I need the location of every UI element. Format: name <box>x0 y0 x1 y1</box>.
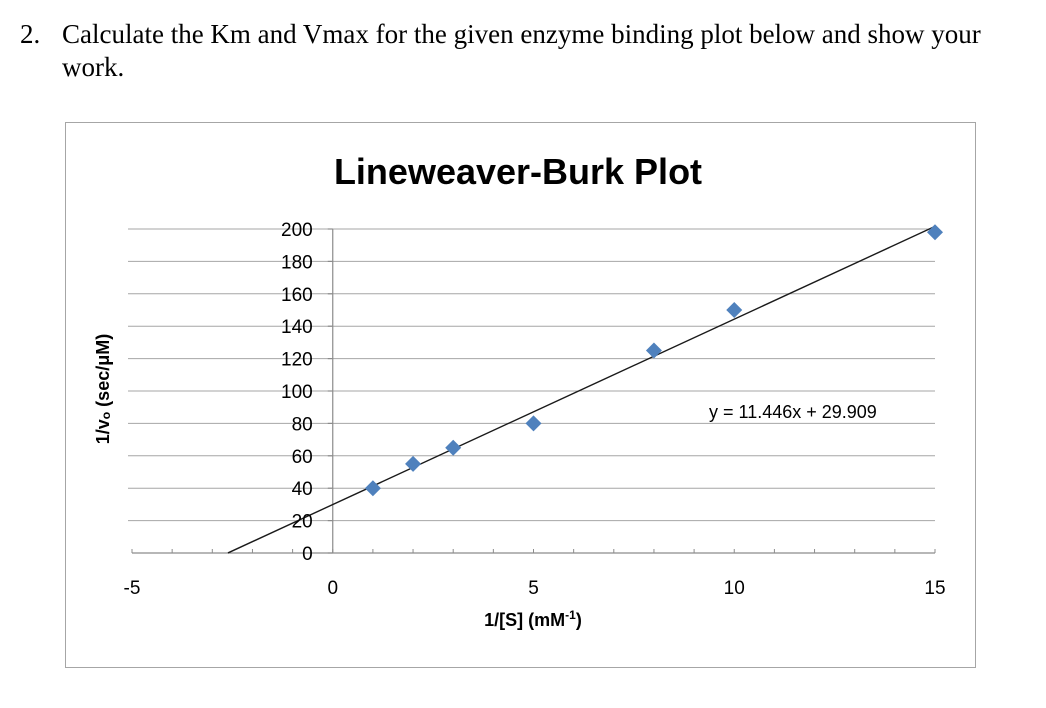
data-point <box>525 415 542 432</box>
y-tick-label: 120 <box>281 350 313 371</box>
label-layer: 0 20 40 60 80 100 120 140 160 180 200 -5 0 5 10 15 <box>124 220 946 599</box>
x-axis-title-tail: ) <box>576 610 582 630</box>
trendline <box>227 225 936 554</box>
y-tick-label: 20 <box>292 512 313 533</box>
x-tick-label: 15 <box>924 578 945 599</box>
y-tick-label: 0 <box>302 544 313 565</box>
data-point <box>405 455 422 472</box>
y-tick-label: 40 <box>292 479 313 500</box>
data-point-layer <box>364 224 943 497</box>
axis-layer <box>131 228 936 554</box>
question-text: Calculate the Km and Vmax for the given … <box>62 19 981 82</box>
x-tick-label: 10 <box>724 578 745 599</box>
trendline-layer <box>227 225 936 554</box>
x-tick-label: 0 <box>327 578 338 599</box>
y-tick-label: 160 <box>281 285 313 306</box>
lineweaver-burk-chart: 0 20 40 60 80 100 120 140 160 180 200 -5 0 5 10 15 Line… <box>93 151 946 630</box>
question-number: 2. <box>20 19 41 49</box>
y-tick-label: 80 <box>292 414 313 435</box>
data-point <box>445 439 462 456</box>
y-axis-title: 1/vₒ (sec/μM) <box>93 334 113 444</box>
data-point <box>364 480 381 497</box>
y-tick-label: 100 <box>281 382 313 403</box>
y-tick-label: 180 <box>281 252 313 273</box>
x-tick-label: 5 <box>528 578 539 599</box>
chart-frame: 0 20 40 60 80 100 120 140 160 180 200 -5 0 5 10 15 Line… <box>65 122 976 668</box>
data-point <box>927 224 943 241</box>
y-tick-label: 60 <box>292 447 313 468</box>
trendline-equation: y = 11.446x + 29.909 <box>709 402 877 422</box>
x-axis-title-main: 1/[S] (mM <box>484 610 565 630</box>
chart-title: Lineweaver-Burk Plot <box>334 151 702 192</box>
grid-layer <box>128 228 935 522</box>
x-axis-title: 1/[S] (mM-1) <box>484 608 582 630</box>
x-tick-label: -5 <box>124 578 141 599</box>
data-point <box>645 342 662 359</box>
y-tick-label: 140 <box>281 317 313 338</box>
y-tick-label: 200 <box>281 220 313 241</box>
x-axis-title-superscript: -1 <box>565 608 576 622</box>
data-point <box>726 302 743 318</box>
